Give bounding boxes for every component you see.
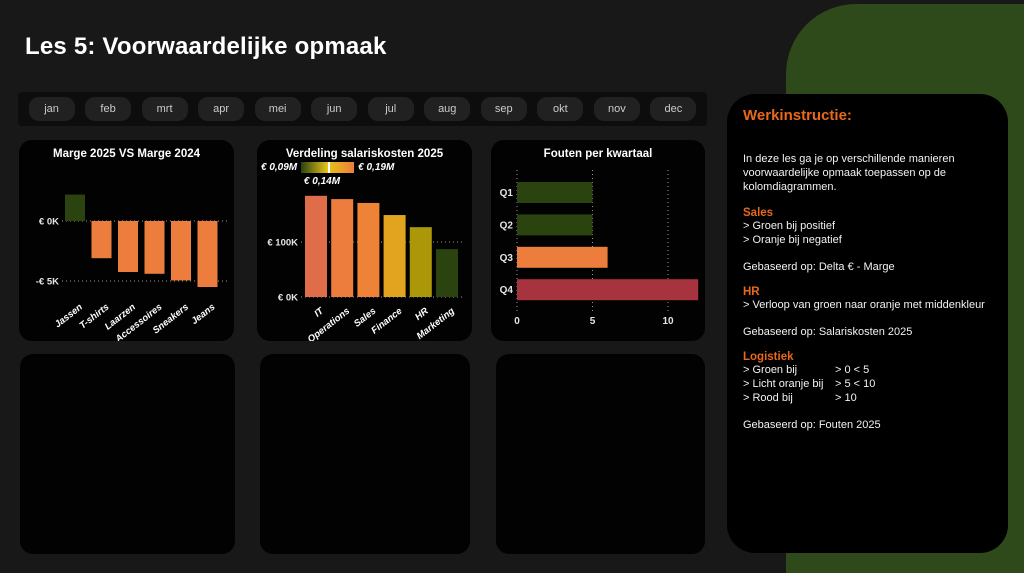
category-label-q2: Q2	[500, 220, 514, 231]
based-on-text: Gebaseerd op: Salariskosten 2025	[743, 326, 913, 338]
month-button-jul[interactable]: jul	[367, 97, 414, 121]
section-heading-logistiek: Logistiek	[743, 351, 794, 363]
month-button-mei[interactable]: mei	[254, 97, 301, 121]
bar-jassen[interactable]	[65, 194, 85, 221]
gradient-bar	[301, 162, 355, 173]
gradient-mid-tick	[327, 162, 330, 173]
chart-card-salariskosten: Verdeling salariskosten 2025 € 100K € 0K I…	[257, 140, 472, 341]
rule-condition: > 0 < 5	[835, 364, 870, 376]
category-label-jeans: Jeans	[189, 302, 217, 327]
month-filter-bar: jan feb mrt apr mei jun jul aug sep okt nov dec	[18, 92, 707, 126]
month-button-feb[interactable]: feb	[85, 97, 132, 121]
section-heading-hr: HR	[743, 286, 760, 298]
month-button-apr[interactable]: apr	[198, 97, 245, 121]
bar-marketing[interactable]	[436, 249, 458, 297]
bar-jeans[interactable]	[197, 221, 218, 287]
x-axis-label: 10	[662, 316, 674, 327]
instruction-intro: In deze les ga je op verschillende manie…	[743, 153, 955, 193]
gradient-legend: € 0,09M € 0,19M	[261, 162, 394, 173]
bar-sales[interactable]	[357, 202, 380, 297]
rule-label: > Rood bij	[743, 392, 793, 404]
section-line: > Groen bij positief	[743, 220, 836, 232]
placeholder-card-1	[20, 354, 235, 554]
y-axis-label: € 0K	[39, 217, 59, 228]
rule-label: > Groen bij	[743, 364, 798, 376]
based-on-text: Gebaseerd op: Fouten 2025	[743, 419, 881, 431]
section-heading-sales: Sales	[743, 207, 774, 219]
rule-label: > Licht oranje bij	[743, 378, 824, 390]
chart-card-fouten: Fouten per kwartaal 0 5 10 Q1 Q2 Q3 Q4	[491, 140, 705, 341]
section-line: > Verloop van groen naar oranje met midd…	[743, 299, 985, 311]
bar-accessoires[interactable]	[144, 221, 165, 274]
x-axis-label: 0	[514, 316, 520, 327]
category-label-hr: HR	[413, 306, 431, 323]
chart-title-salariskosten: Verdeling salariskosten 2025	[285, 148, 444, 160]
based-on-text: Gebaseerd op: Delta € - Marge	[743, 261, 895, 273]
y-axis-label: € 0K	[278, 293, 298, 304]
section-line: > Oranje bij negatief	[743, 234, 842, 246]
chart-title-fouten: Fouten per kwartaal	[543, 148, 653, 160]
category-label-q1: Q1	[500, 188, 514, 199]
bar-laarzen[interactable]	[118, 221, 138, 272]
month-button-sep[interactable]: sep	[480, 97, 527, 121]
chart-plot: 0 5 10 Q1 Q2 Q3 Q4	[500, 170, 699, 327]
placeholder-card-3	[496, 354, 705, 554]
rule-row: > Groen bij > 0 < 5	[743, 363, 992, 377]
page-title: Les 5: Voorwaardelijke opmaak	[25, 33, 387, 60]
rule-row: > Rood bij > 10	[743, 391, 992, 405]
y-axis-label: -€ 5K	[36, 277, 59, 288]
bar-hr[interactable]	[409, 227, 432, 297]
category-label-it: IT	[312, 305, 326, 320]
legend-max-label: € 0,19M	[358, 162, 395, 173]
bar-operations[interactable]	[331, 199, 354, 297]
month-button-aug[interactable]: aug	[424, 97, 471, 121]
y-axis-label: € 100K	[267, 238, 298, 249]
placeholder-card-2	[260, 354, 470, 554]
bar-q3[interactable]	[517, 246, 608, 268]
category-label-q3: Q3	[500, 253, 514, 264]
bar-q4[interactable]	[517, 279, 699, 301]
month-button-mrt[interactable]: mrt	[141, 97, 188, 121]
bar-t-shirts[interactable]	[91, 221, 112, 259]
instruction-panel-title: Werkinstructie:	[743, 107, 852, 124]
legend-mid-label: € 0,14M	[303, 176, 341, 187]
rule-row: > Licht oranje bij > 5 < 10	[743, 377, 992, 391]
legend-min-label: € 0,09M	[261, 162, 298, 173]
bar-sneakers[interactable]	[171, 221, 191, 281]
month-button-jan[interactable]: jan	[28, 97, 75, 121]
bar-q2[interactable]	[517, 214, 593, 236]
chart-title-marge: Marge 2025 VS Marge 2024	[52, 148, 201, 160]
rule-condition: > 5 < 10	[835, 378, 876, 390]
bar-it[interactable]	[305, 195, 327, 297]
bar-finance[interactable]	[383, 215, 406, 297]
bar-q1[interactable]	[517, 182, 593, 203]
category-label-q4: Q4	[500, 285, 514, 296]
month-button-dec[interactable]: dec	[650, 97, 697, 121]
month-button-jun[interactable]: jun	[311, 97, 358, 121]
instruction-panel: Werkinstructie: In deze les ga je op ver…	[727, 94, 1008, 553]
chart-plot: € 0K-€ 5KJassenT-shirtsLaarzenAccessoire…	[36, 194, 229, 341]
month-button-nov[interactable]: nov	[593, 97, 640, 121]
x-axis-label: 5	[590, 316, 596, 327]
chart-card-marge: Marge 2025 VS Marge 2024 € 0K -€ 5K Jassen…	[19, 140, 234, 341]
rule-condition: > 10	[835, 392, 857, 404]
panel-sections: Sales > Groen bij positief > Oranje bij ne…	[743, 207, 992, 431]
month-button-okt[interactable]: okt	[537, 97, 584, 121]
